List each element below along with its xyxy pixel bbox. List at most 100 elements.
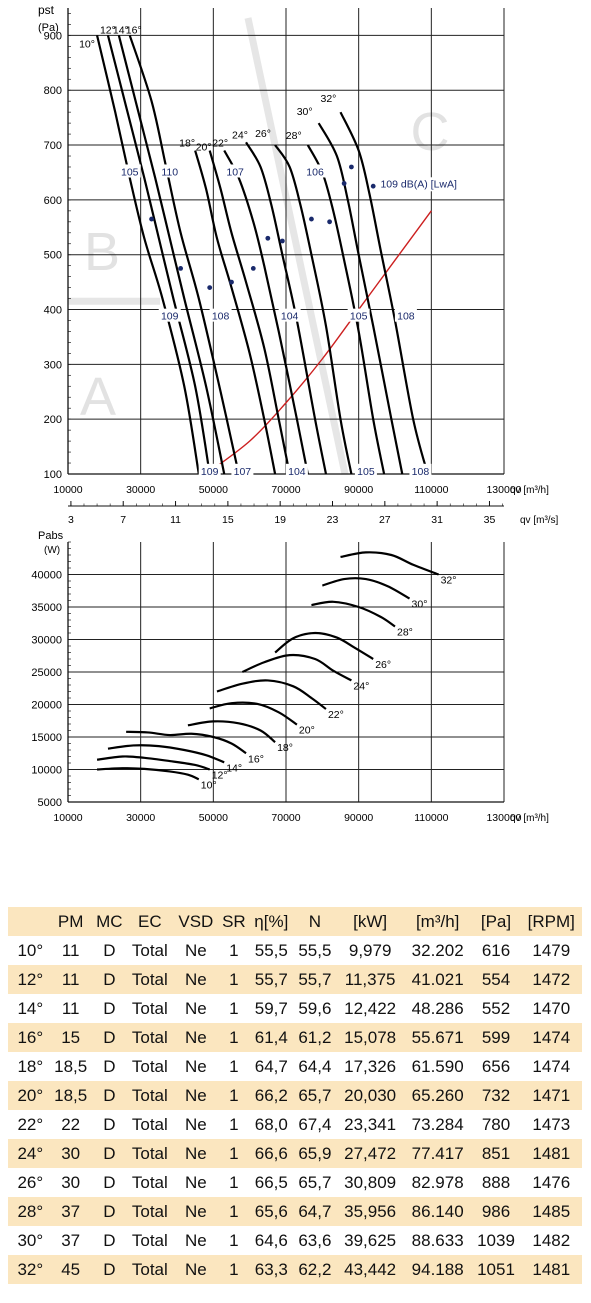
y-tick-label: 100 — [44, 469, 62, 481]
system-curve — [205, 210, 432, 475]
curve-label: 20° — [299, 725, 315, 737]
operating-point — [178, 266, 184, 271]
table-cell: 1481 — [532, 1259, 571, 1279]
y-axis-unit: (Pa) — [38, 22, 59, 34]
sound-label: 107 — [234, 466, 252, 478]
table-cell: Total — [131, 940, 168, 960]
table-cell: 1473 — [532, 1114, 571, 1134]
sound-label: 110 — [161, 166, 178, 178]
table-cell: 73.284 — [411, 1114, 464, 1134]
table-cell: 1 — [229, 1085, 239, 1105]
table-cell: D — [103, 1230, 116, 1250]
table-cell: D — [103, 998, 116, 1018]
sound-label-bg — [198, 463, 221, 477]
x2-axis-label: qv [m³/s] — [520, 515, 559, 526]
power-curve-30 — [322, 577, 411, 600]
table-header-cell: [kW] — [353, 911, 388, 931]
curve-label: 12° — [100, 24, 116, 36]
fan-curve-18 — [194, 150, 277, 475]
fan-curve-32 — [339, 111, 429, 475]
curve-label: 18° — [277, 742, 293, 754]
table-row: 12° 11 D Total Ne 1 55,7 55,7 11,375 41.021 554 147… — [8, 965, 582, 994]
table-cell: 1485 — [532, 1201, 571, 1221]
table-cell: Ne — [184, 1172, 207, 1192]
table-cell: 48.286 — [411, 998, 464, 1018]
table-cell: 63,6 — [298, 1230, 332, 1250]
table-header-cell: [m³/h] — [415, 911, 460, 931]
table-cell: D — [103, 969, 116, 989]
x-tick-label: 130000 — [486, 484, 521, 496]
y-tick-label: 35000 — [31, 602, 62, 614]
table-cell: 61,2 — [298, 1027, 332, 1047]
x-tick-label: 70000 — [271, 484, 300, 496]
table-cell: 888 — [481, 1172, 511, 1192]
table-header-cell: N — [308, 911, 322, 931]
table-cell: Ne — [184, 1259, 207, 1279]
table-cell: 66,2 — [254, 1085, 288, 1105]
sound-label: 104 — [281, 311, 299, 323]
table-row: 18° 18,5 D Total Ne 1 64,7 64,4 17,326 61.590 656 1… — [8, 1052, 582, 1081]
table-cell: Ne — [184, 998, 207, 1018]
table-cell: D — [103, 1027, 116, 1047]
sound-label-bg — [304, 164, 327, 178]
table-cell: Ne — [184, 1056, 207, 1076]
table-header-cell: PM — [57, 911, 84, 931]
table-cell: 1 — [229, 940, 239, 960]
y-tick-label: 300 — [44, 359, 62, 371]
table-cell: 55.671 — [411, 1027, 464, 1047]
x2-tick-label: 7 — [120, 514, 126, 526]
table-cell: Total — [131, 1259, 168, 1279]
operating-point — [279, 238, 285, 244]
operating-point — [349, 164, 354, 170]
sound-label-bg — [209, 308, 232, 322]
operating-point — [341, 181, 347, 186]
power-curve-14 — [107, 744, 225, 764]
table-cell: Total — [131, 998, 168, 1018]
pressure-chart: A B C 100 200 300 400 500 600 700 800 900 pst (Pa) 100… — [38, 3, 559, 526]
table-cell: 554 — [481, 969, 511, 989]
table-cell: Ne — [184, 1143, 207, 1163]
x2-tick-label: 19 — [274, 514, 286, 526]
table-cell: 1482 — [532, 1230, 571, 1250]
curve-label: 32° — [321, 93, 337, 105]
table-cell: 1 — [229, 1114, 239, 1134]
table-cell: 1 — [229, 1172, 239, 1192]
table-cell: 12,422 — [344, 998, 397, 1018]
y-tick-label: 200 — [44, 414, 62, 426]
curve-label: 32° — [441, 575, 457, 587]
table-cell: 16° — [17, 1027, 44, 1047]
y-axis-label: pst — [38, 3, 55, 17]
table-cell: 59,6 — [298, 998, 332, 1018]
x2-tick-label: 31 — [431, 514, 443, 526]
table-cell: 18,5 — [54, 1056, 88, 1076]
table-cell: 1472 — [532, 969, 571, 989]
table-header-cell: EC — [138, 911, 162, 931]
table-cell: 65,7 — [298, 1172, 332, 1192]
table-cell: Total — [131, 1230, 168, 1250]
x-tick-label: 30000 — [126, 484, 155, 496]
sound-label-bg — [158, 164, 181, 178]
table-header-cell: SR — [222, 911, 246, 931]
table-cell: 10° — [17, 940, 44, 960]
sound-label: 106 — [306, 166, 324, 178]
zone-label-b: B — [84, 222, 120, 282]
table-row: 20° 18,5 D Total Ne 1 66,2 65,7 20,030 65.260 732 1… — [8, 1081, 582, 1110]
sound-label: 107 — [226, 166, 244, 178]
table-cell: 20° — [17, 1085, 44, 1105]
annotation-bg — [378, 177, 455, 192]
table-cell: 39,625 — [344, 1230, 397, 1250]
table-cell: 20,030 — [344, 1085, 397, 1105]
table-cell: 11 — [61, 969, 80, 989]
table-cell: 55,7 — [254, 969, 288, 989]
table-cell: 59,7 — [254, 998, 288, 1018]
table-cell: 55,5 — [298, 940, 332, 960]
operating-point — [309, 216, 314, 222]
table-cell: 32° — [17, 1259, 44, 1279]
table-cell: D — [103, 1201, 116, 1221]
table-cell: 41.021 — [411, 969, 464, 989]
table-cell: D — [103, 1114, 116, 1134]
table-cell: D — [103, 940, 116, 960]
table-cell: 22 — [61, 1114, 81, 1134]
x-tick-label: 90000 — [344, 812, 373, 824]
x-tick-label: 130000 — [486, 812, 521, 824]
